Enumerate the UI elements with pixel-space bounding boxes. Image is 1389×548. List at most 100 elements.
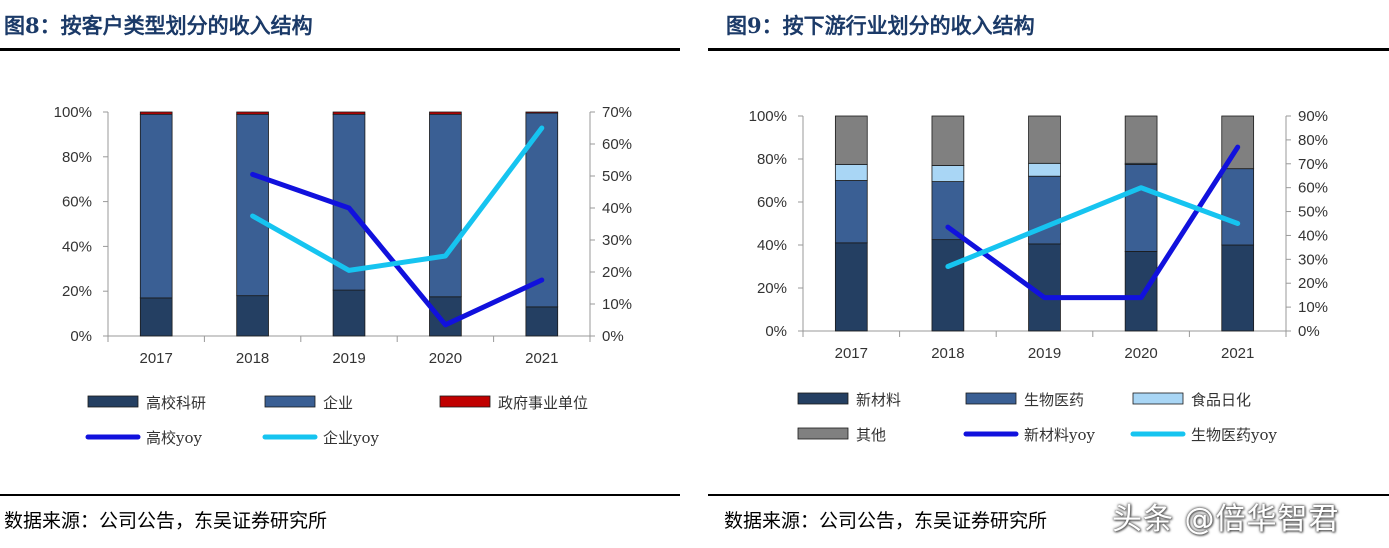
bar-segment xyxy=(525,111,559,114)
y-tick-label-right: 70% xyxy=(602,104,632,121)
series-line xyxy=(250,125,545,273)
legend-label: 食品日化 xyxy=(1191,391,1251,409)
legend-label: 新材料 xyxy=(856,391,901,409)
bar-segment xyxy=(1028,162,1061,177)
x-tick-label: 2017 xyxy=(140,350,173,367)
y-tick-label-right: 20% xyxy=(602,264,632,281)
bar-segment xyxy=(139,297,173,337)
legend-label: 高校科研 xyxy=(146,394,206,412)
bar-segment xyxy=(1028,115,1061,164)
legend-label: 新材料yoy xyxy=(1024,426,1096,444)
bar-segment xyxy=(1221,244,1255,332)
bar-segment xyxy=(834,115,868,165)
bar-segment xyxy=(139,113,173,299)
source-note: 数据来源：公司公告，东吴证券研究所 xyxy=(724,510,1048,532)
y-tick-label-right: 0% xyxy=(1298,323,1320,340)
bar-segment xyxy=(236,295,269,337)
y-tick-label-left: 80% xyxy=(62,149,92,166)
bar-segment xyxy=(429,296,462,337)
x-tick-label: 2019 xyxy=(332,350,365,367)
legend-swatch xyxy=(1132,392,1184,405)
chart-title: 图8：按客户类型划分的收入结构 xyxy=(4,13,313,38)
x-tick-label: 2020 xyxy=(1124,345,1157,362)
bar-segment xyxy=(931,181,965,241)
series-line xyxy=(945,144,1241,301)
legend-swatch xyxy=(264,395,316,408)
legend-swatch xyxy=(797,427,849,440)
legend-label: 生物医药 xyxy=(1024,391,1084,409)
legend-label: 政府事业单位 xyxy=(498,394,588,412)
bar-segment xyxy=(931,239,965,332)
source-note: 数据来源：公司公告，东吴证券研究所 xyxy=(4,510,328,532)
y-tick-label-right: 70% xyxy=(1298,156,1328,173)
y-tick-label-right: 80% xyxy=(1298,132,1328,149)
y-tick-label-left: 80% xyxy=(757,151,787,168)
legend-swatch xyxy=(965,392,1017,405)
bar-segment xyxy=(236,111,269,115)
y-tick-label-left: 20% xyxy=(62,283,92,300)
bar-segment xyxy=(139,111,173,115)
title-rule xyxy=(708,48,1389,51)
bar-segment xyxy=(834,242,868,332)
chart-panel-industry: 图9：按下游行业划分的收入结构 0% 20% 40% 60% 80% 100% 0% 10% 2… xyxy=(708,0,1389,548)
y-tick-label-left: 100% xyxy=(54,104,92,121)
y-tick-label-left: 60% xyxy=(757,194,787,211)
bar-segment xyxy=(429,111,462,115)
bar-segment xyxy=(931,165,965,182)
y-tick-label-right: 60% xyxy=(602,136,632,153)
y-tick-label-right: 30% xyxy=(602,232,632,249)
bar-segment xyxy=(931,115,965,166)
bar-segment xyxy=(429,113,462,298)
x-tick-label: 2019 xyxy=(1028,345,1061,362)
bar-segment xyxy=(1124,251,1158,332)
bar-segment xyxy=(1124,163,1158,252)
x-tick-label: 2018 xyxy=(236,350,269,367)
title-rule xyxy=(0,48,680,51)
series-line xyxy=(250,171,545,328)
chart-title: 图9：按下游行业划分的收入结构 xyxy=(726,13,1035,38)
y-tick-label-right: 40% xyxy=(602,200,632,217)
y-tick-label-left: 0% xyxy=(70,328,92,345)
y-tick-label-left: 0% xyxy=(765,323,787,340)
y-tick-label-left: 20% xyxy=(757,280,787,297)
y-tick-label-left: 40% xyxy=(757,237,787,254)
y-tick-label-right: 10% xyxy=(1298,299,1328,316)
x-tick-label: 2017 xyxy=(835,345,868,362)
legend-label: 企业 xyxy=(323,394,353,412)
y-tick-label-right: 90% xyxy=(1298,108,1328,125)
y-tick-label-right: 10% xyxy=(602,296,632,313)
x-tick-label: 2021 xyxy=(1221,345,1254,362)
legend-swatch xyxy=(797,392,849,405)
y-tick-label-left: 40% xyxy=(62,238,92,255)
x-tick-label: 2021 xyxy=(525,350,558,367)
series-line xyxy=(945,185,1241,269)
y-tick-label-right: 50% xyxy=(1298,204,1328,221)
legend-label: 其他 xyxy=(856,426,886,444)
legend-swatch xyxy=(439,395,491,408)
source-rule xyxy=(0,494,680,496)
chart-panel-customer-type: 图8：按客户类型划分的收入结构 0% 20% 40% 60% 80% 100% 0% 10% 2… xyxy=(0,0,680,548)
y-tick-label-right: 0% xyxy=(602,328,624,345)
x-tick-label: 2020 xyxy=(429,350,462,367)
bar-segment xyxy=(236,113,269,297)
legend-swatch xyxy=(87,395,139,408)
legend-label: 高校yoy xyxy=(146,429,203,447)
y-tick-label-right: 20% xyxy=(1298,275,1328,292)
bar-segment xyxy=(834,163,868,181)
x-tick-label: 2018 xyxy=(931,345,964,362)
bar-segment xyxy=(1124,115,1158,164)
chart-customer-type: 0% 20% 40% 60% 80% 100% 0% 10% 20% 30% 40% 50% 60% 70… xyxy=(54,104,632,447)
y-tick-label-right: 30% xyxy=(1298,251,1328,268)
legend-label: 生物医药yoy xyxy=(1191,426,1278,444)
y-tick-label-right: 50% xyxy=(602,168,632,185)
y-tick-label-left: 60% xyxy=(62,194,92,211)
chart-industry: 0% 20% 40% 60% 80% 100% 0% 10% 20% 30% 40% 50% 60% 70… xyxy=(749,108,1328,444)
source-rule xyxy=(708,494,1389,496)
legend-label: 企业yoy xyxy=(323,429,380,447)
y-tick-label-right: 60% xyxy=(1298,180,1328,197)
bar-segment xyxy=(1221,168,1255,246)
bar-segment xyxy=(332,289,366,337)
y-tick-label-left: 100% xyxy=(749,108,787,125)
y-tick-label-right: 40% xyxy=(1298,227,1328,244)
bar-segment xyxy=(525,306,559,337)
